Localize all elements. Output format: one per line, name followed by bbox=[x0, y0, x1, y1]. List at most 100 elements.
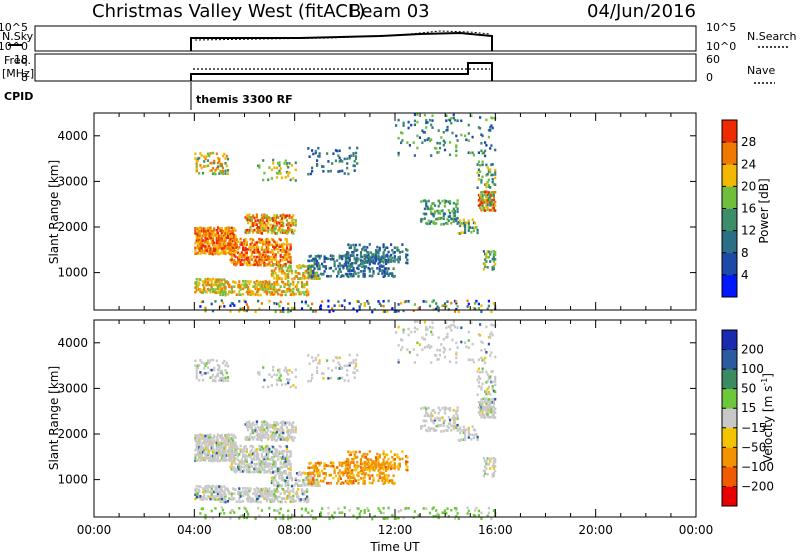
velocity-cell bbox=[352, 476, 355, 479]
velocity-cell bbox=[265, 424, 268, 427]
power-cell bbox=[348, 267, 351, 271]
velocity-cell bbox=[433, 429, 437, 432]
power-cell bbox=[195, 229, 198, 233]
velocity-cell bbox=[336, 466, 339, 469]
velocity-cell bbox=[267, 489, 270, 493]
power-cell bbox=[284, 250, 287, 254]
velocity-cell bbox=[378, 509, 381, 513]
velocity-cell bbox=[329, 481, 332, 485]
power-cell bbox=[293, 229, 296, 232]
velocity-cell bbox=[344, 463, 347, 467]
velocity-cell bbox=[232, 450, 235, 454]
power-cell bbox=[233, 262, 236, 266]
power-cell bbox=[196, 237, 199, 241]
power-cell bbox=[278, 267, 281, 270]
velocity-cell bbox=[284, 482, 287, 485]
velocity-cell bbox=[233, 458, 236, 461]
velocity-cell bbox=[338, 474, 341, 478]
velocity-cell bbox=[467, 358, 470, 361]
velocity-cell bbox=[425, 428, 428, 432]
power-cell bbox=[453, 118, 457, 122]
power-cell bbox=[255, 227, 258, 230]
power-cell bbox=[258, 228, 261, 232]
power-cell bbox=[259, 229, 262, 233]
power-cell bbox=[280, 219, 284, 222]
velocity-cell bbox=[382, 507, 385, 510]
power-cell bbox=[371, 274, 374, 278]
velocity-cell bbox=[215, 485, 218, 488]
velocity-cell bbox=[456, 406, 459, 409]
velocity-cell bbox=[218, 485, 221, 488]
power-cell bbox=[294, 179, 297, 182]
power-cell bbox=[285, 170, 289, 174]
velocity-cell bbox=[270, 498, 273, 501]
power-cell bbox=[252, 238, 255, 242]
power-cell bbox=[282, 307, 285, 310]
velocity-cell bbox=[233, 461, 236, 464]
power-cell bbox=[228, 290, 231, 293]
velocity-cell bbox=[344, 465, 347, 469]
velocity-cell bbox=[487, 511, 490, 515]
power-cell bbox=[229, 258, 232, 262]
velocity-cell bbox=[376, 457, 379, 461]
velocity-cell bbox=[481, 382, 484, 386]
velocity-cell bbox=[199, 359, 202, 362]
power-cell bbox=[194, 290, 197, 294]
power-cell bbox=[295, 275, 299, 278]
power-cell bbox=[361, 262, 364, 265]
velocity-cell bbox=[307, 379, 310, 383]
power-cell bbox=[285, 214, 289, 217]
velocity-cell bbox=[368, 450, 371, 453]
power-cell bbox=[334, 149, 337, 152]
velocity-cell bbox=[342, 473, 345, 477]
velocity-cell bbox=[486, 400, 489, 404]
nsky-tick-top: 10^5 bbox=[0, 21, 28, 34]
power-cell bbox=[484, 154, 487, 158]
power-cell bbox=[303, 265, 306, 268]
power-cell bbox=[252, 292, 255, 296]
power-cell bbox=[298, 291, 301, 294]
velocity-cell bbox=[457, 428, 460, 431]
power-cell bbox=[456, 199, 459, 202]
power-cell bbox=[229, 245, 232, 248]
power-cell bbox=[333, 260, 336, 263]
velocity-cell bbox=[362, 467, 365, 471]
velocity-cell bbox=[254, 426, 257, 430]
velocity-cell bbox=[204, 441, 207, 444]
power-cell bbox=[275, 232, 279, 235]
velocity-cell bbox=[269, 462, 272, 466]
velocity-cell bbox=[327, 377, 330, 380]
velocity-cell bbox=[347, 471, 350, 475]
power-cell bbox=[203, 232, 206, 235]
power-cell bbox=[255, 230, 258, 234]
power-cell bbox=[352, 152, 355, 155]
velocity-cell bbox=[221, 449, 225, 453]
velocity-cell bbox=[232, 459, 235, 463]
power-cell bbox=[239, 253, 242, 257]
power-cell bbox=[303, 293, 306, 296]
power-cell bbox=[198, 249, 201, 252]
velocity-cell bbox=[240, 462, 243, 466]
power-cell bbox=[254, 241, 257, 245]
power-cell bbox=[199, 278, 202, 281]
velocity-cell bbox=[280, 457, 284, 461]
velocity-cell bbox=[289, 454, 292, 458]
power-cell bbox=[265, 258, 268, 261]
velocity-cell bbox=[215, 444, 218, 447]
power-cell bbox=[280, 267, 284, 270]
velocity-cell bbox=[273, 373, 276, 376]
velocity-cell bbox=[287, 494, 290, 498]
power-cell bbox=[327, 170, 330, 173]
velocity-cell bbox=[390, 467, 393, 470]
velocity-cell bbox=[453, 325, 457, 329]
velocity-cell bbox=[219, 490, 222, 493]
velocity-cell bbox=[277, 379, 280, 382]
power-cell bbox=[318, 264, 321, 267]
power-cell bbox=[390, 272, 393, 275]
power-cell bbox=[485, 204, 488, 207]
power-cell bbox=[366, 246, 369, 249]
power-cell bbox=[253, 228, 256, 232]
power-cell bbox=[249, 248, 252, 252]
velocity-cell bbox=[322, 377, 325, 380]
velocity-colorbar-label: Velocity [m s-1] bbox=[760, 373, 775, 463]
